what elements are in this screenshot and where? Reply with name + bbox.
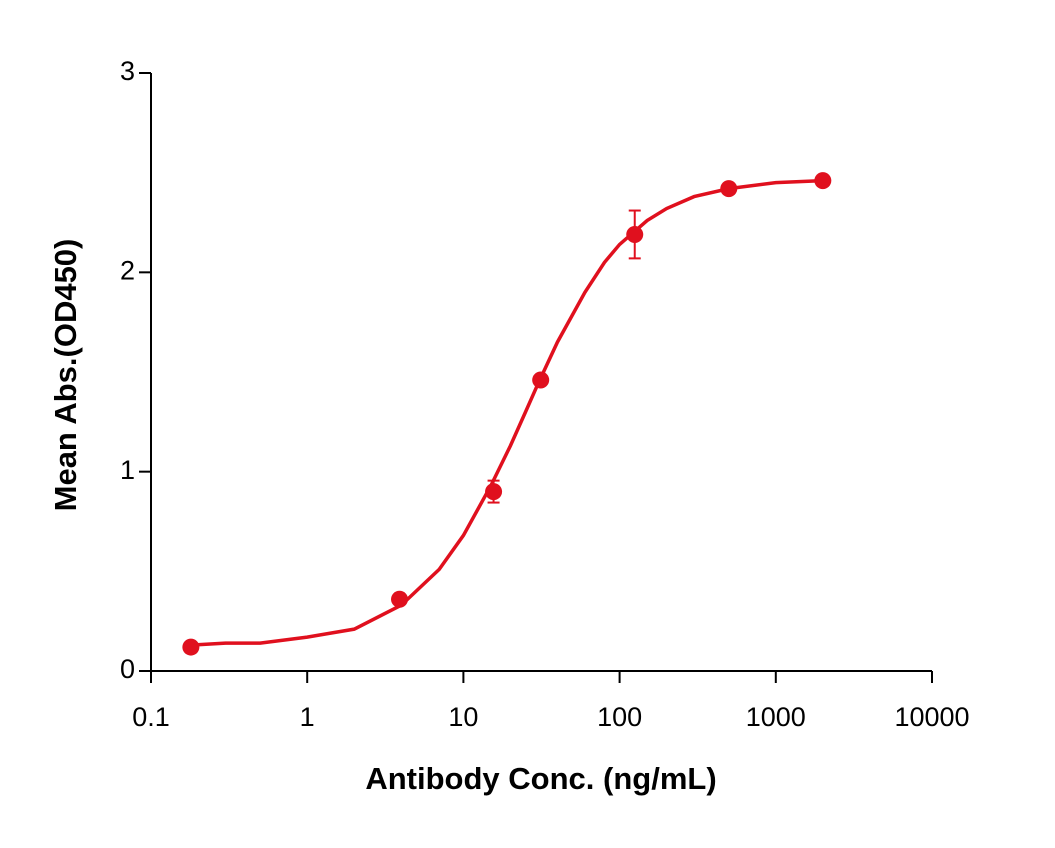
x-tick-label: 1000 xyxy=(746,702,806,732)
data-point xyxy=(720,180,738,198)
y-axis-label: Mean Abs.(OD450) xyxy=(48,239,83,512)
x-tick-label: 10 xyxy=(448,702,478,732)
data-point xyxy=(814,172,832,190)
fit-curve xyxy=(190,178,823,647)
x-tick-label: 100 xyxy=(597,702,642,732)
data-point xyxy=(532,371,550,389)
x-tick-label: 1 xyxy=(300,702,315,732)
x-tick-label: 0.1 xyxy=(132,702,170,732)
y-tick-label: 1 xyxy=(120,455,135,485)
x-axis-label: Antibody Conc. (ng/mL) xyxy=(365,761,716,796)
data-point xyxy=(626,225,644,243)
data-point xyxy=(485,483,503,501)
y-tick-label: 0 xyxy=(120,654,135,684)
y-tick-label: 2 xyxy=(120,255,135,285)
data-point xyxy=(182,638,200,656)
y-tick-label: 3 xyxy=(120,56,135,86)
data-point xyxy=(391,590,409,608)
x-tick-label: 10000 xyxy=(894,702,969,732)
